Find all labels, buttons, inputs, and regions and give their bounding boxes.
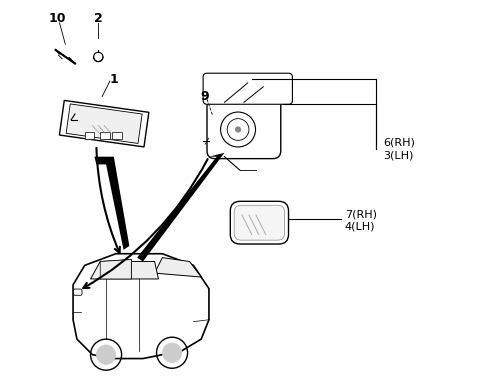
- Text: 1: 1: [109, 73, 118, 86]
- Polygon shape: [100, 260, 132, 279]
- Polygon shape: [137, 153, 225, 262]
- FancyBboxPatch shape: [203, 73, 292, 104]
- Polygon shape: [155, 258, 201, 277]
- Bar: [100, 132, 110, 139]
- Polygon shape: [66, 104, 142, 143]
- Text: 10: 10: [49, 13, 66, 25]
- Text: 6(RH)
3(LH): 6(RH) 3(LH): [384, 138, 416, 160]
- Circle shape: [235, 126, 241, 133]
- Polygon shape: [91, 260, 132, 279]
- Bar: [112, 132, 121, 139]
- Circle shape: [96, 345, 116, 364]
- Text: 7(RH)
4(LH): 7(RH) 4(LH): [345, 210, 377, 232]
- Text: 9: 9: [201, 90, 209, 103]
- Polygon shape: [60, 100, 149, 147]
- FancyBboxPatch shape: [207, 85, 281, 159]
- Bar: [84, 132, 95, 139]
- Polygon shape: [95, 157, 129, 250]
- FancyBboxPatch shape: [234, 205, 285, 240]
- FancyBboxPatch shape: [230, 201, 288, 244]
- FancyBboxPatch shape: [73, 289, 82, 295]
- Polygon shape: [73, 254, 209, 359]
- Text: 2: 2: [94, 13, 103, 25]
- Circle shape: [162, 343, 182, 362]
- Polygon shape: [132, 262, 158, 279]
